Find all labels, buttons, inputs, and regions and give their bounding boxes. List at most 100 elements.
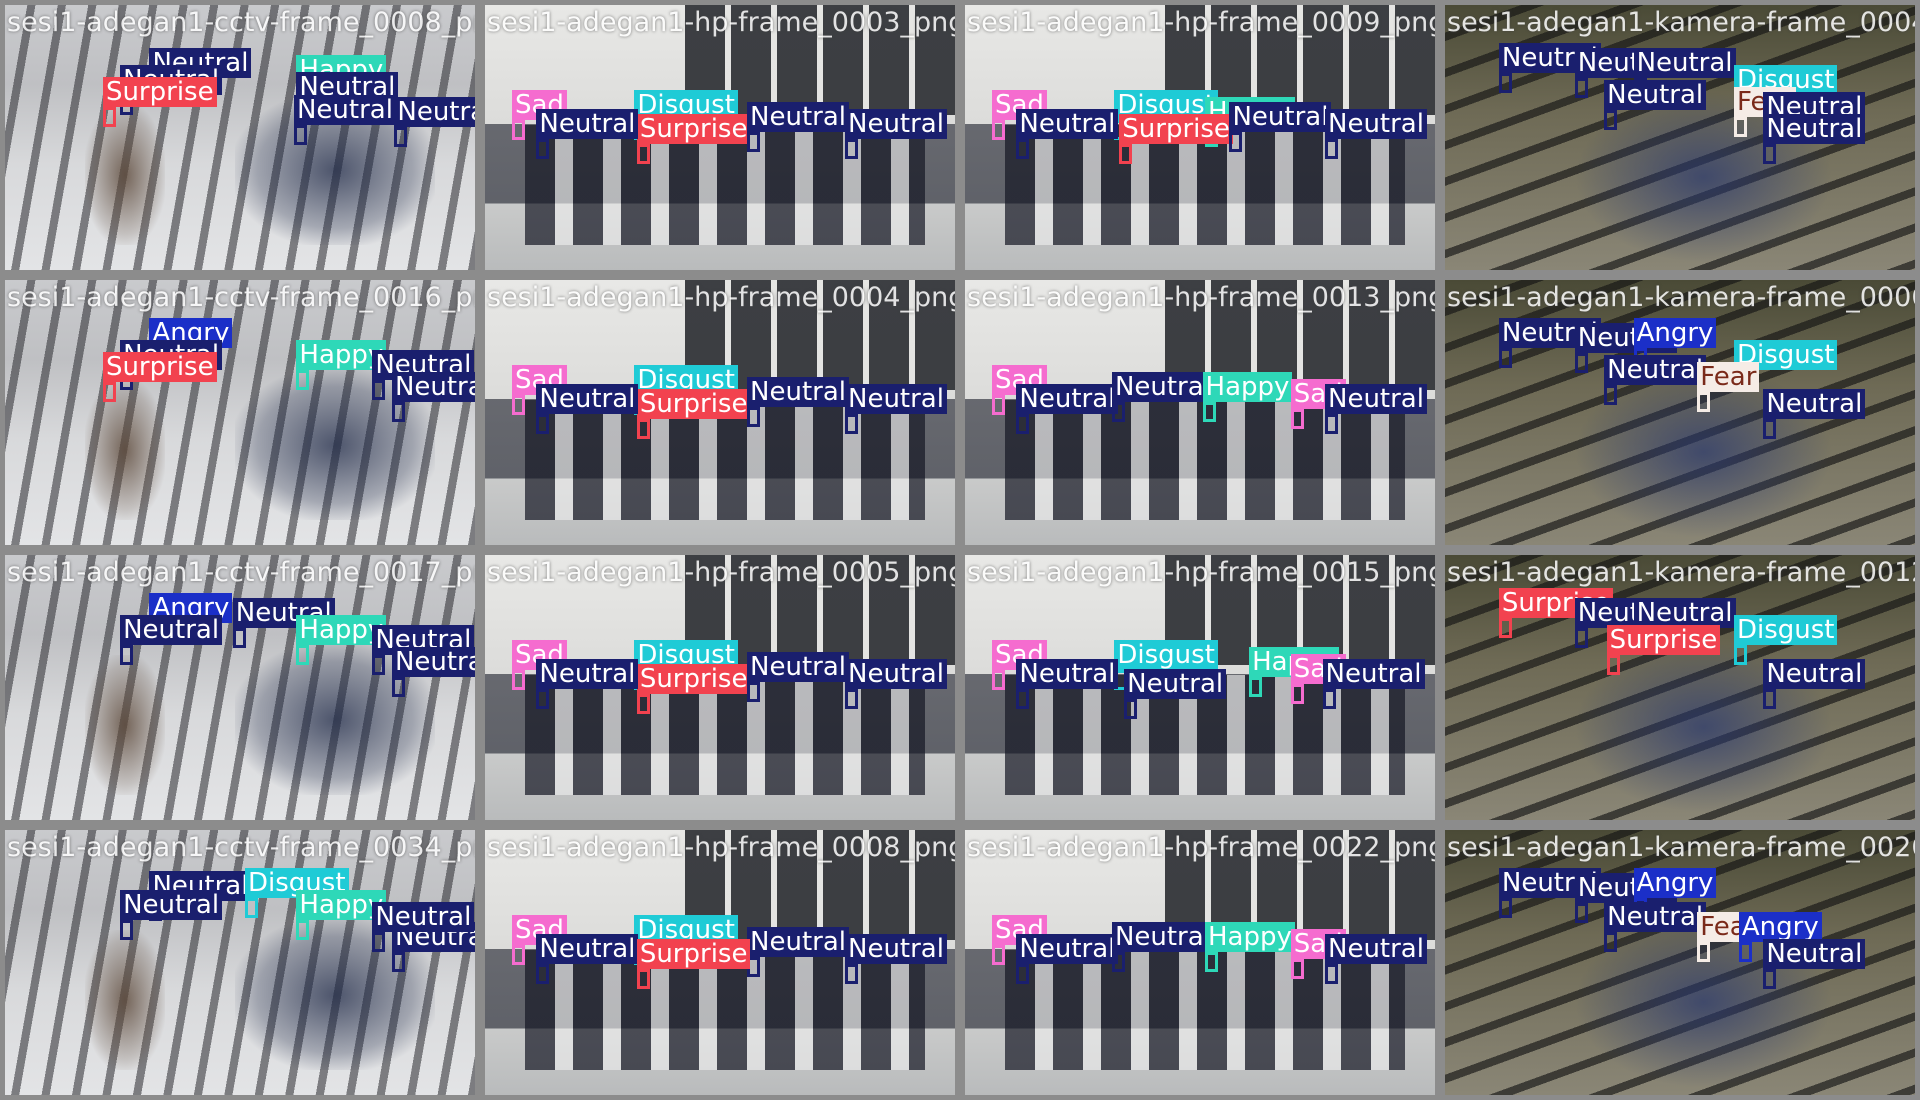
detection: Neutral	[747, 376, 849, 427]
detection: Neutral	[845, 659, 947, 710]
face-box	[1290, 959, 1304, 980]
face-box	[1604, 384, 1618, 405]
face-box	[102, 107, 116, 128]
face-box	[1763, 419, 1777, 440]
face-box	[1574, 627, 1588, 648]
image-tile: Sad Disgust Surprise Neutral Neutral Neutral s…	[480, 0, 960, 275]
detection: Neutral	[1016, 659, 1119, 710]
detection-label: Neutral	[845, 659, 947, 690]
detection: Surprise	[1606, 624, 1721, 675]
face-box	[296, 370, 310, 391]
face-box	[1606, 654, 1620, 675]
image-title: sesi1-adegan1-hp-frame_0003_png	[487, 7, 960, 38]
detection: Neutral	[1322, 659, 1425, 710]
detection: Disgust	[1114, 639, 1218, 690]
detection-label: Neutral	[120, 890, 223, 921]
detection: Neutral	[1111, 371, 1214, 422]
detection-label: Neutral	[1633, 47, 1736, 78]
detection: Neutral	[536, 109, 639, 160]
detection-label: Disgust	[1733, 340, 1838, 371]
face-box	[120, 645, 134, 666]
face-box	[1498, 348, 1512, 369]
face-box	[1763, 969, 1777, 990]
detection-label: Neutral	[1604, 79, 1707, 110]
detection: Neutral	[391, 646, 475, 697]
detection-label: Neutral	[1763, 114, 1866, 145]
face-box	[511, 944, 525, 965]
image-title: sesi1-adegan1-cctv-frame_0016_png	[7, 282, 480, 313]
detection: Angry	[1633, 868, 1717, 919]
face-box	[120, 920, 134, 941]
face-box	[845, 414, 858, 435]
detection: Happy	[1202, 371, 1293, 422]
image-tile: NeutralNeutralDisgustHappyNeutralNeutral…	[0, 825, 480, 1100]
detection: Neutral	[1763, 114, 1866, 165]
face-box	[845, 689, 858, 710]
detection-label: Neutral	[1604, 902, 1707, 933]
face-box	[1016, 689, 1030, 710]
detection-label: Neutral	[1229, 101, 1332, 132]
face-box	[1202, 401, 1216, 422]
detection: Neutral	[1604, 354, 1707, 405]
face-box	[1325, 414, 1338, 435]
detection-label: Neutral	[120, 615, 223, 646]
face-box	[1498, 73, 1512, 94]
face-box	[296, 645, 310, 666]
face-box	[991, 669, 1005, 690]
detection-label: Neutral	[1633, 597, 1736, 628]
detection-label: Neutral	[845, 934, 947, 965]
detection-label: Neutral	[1325, 109, 1427, 140]
detection-label: Neutral	[747, 376, 849, 407]
image-title: sesi1-adegan1-cctv-frame_0034_png	[7, 832, 480, 863]
detection-label: Disgust	[1733, 615, 1838, 646]
face-box	[991, 394, 1005, 415]
face-box	[1574, 902, 1588, 923]
face-box	[636, 144, 650, 165]
face-box	[245, 898, 258, 919]
detection-label: Disgust	[1114, 639, 1218, 670]
detection-label: Neutral	[1325, 934, 1427, 965]
face-box	[391, 951, 405, 972]
image-tile: Sad Disgust Surprise Neutral Neutral Neutral s…	[480, 550, 960, 825]
detection: Neutral	[1325, 384, 1427, 435]
detection-label: Surprise	[102, 77, 217, 108]
detection: Happy	[296, 615, 387, 666]
detection-label: Surprise	[636, 939, 751, 970]
detection-label: Surprise	[636, 664, 751, 695]
face-box	[296, 920, 310, 941]
detection-label: Neutral	[536, 934, 639, 965]
face-box	[1697, 942, 1711, 963]
face-box	[102, 382, 116, 403]
detection: Neutral	[1111, 921, 1214, 972]
detection: Neutral	[747, 101, 849, 152]
image-title: sesi1-adegan1-hp-frame_0013_png	[967, 282, 1440, 313]
face-box	[1111, 401, 1125, 422]
photo	[5, 555, 475, 820]
detection-label: Neutral	[394, 96, 475, 127]
image-title: sesi1-adegan1-hp-frame_0022_png	[967, 832, 1440, 863]
face-box	[1763, 689, 1777, 710]
detection-label: Neutral	[1016, 384, 1119, 415]
face-box	[1205, 951, 1218, 972]
detection: Neutral	[747, 926, 849, 977]
detection-label: Neutral	[391, 371, 475, 402]
detection-label: Neutral	[536, 659, 639, 690]
detection-label: Neutral	[391, 646, 475, 677]
face-box	[1016, 139, 1030, 160]
image-title: sesi1-adegan1-hp-frame_0009_png	[967, 7, 1440, 38]
image-tile: Neutral Neutral Angry Disgust Neutral Fear Neu…	[1440, 275, 1920, 550]
detection-label: Angry	[1633, 868, 1717, 899]
face-box	[1498, 618, 1512, 639]
detection: Surprise	[1119, 114, 1233, 165]
detection: Neutral	[1633, 47, 1736, 98]
detection: Neutral	[845, 109, 947, 160]
face-box	[991, 944, 1005, 965]
detection: Neutral	[536, 659, 639, 710]
detection-label: Neutral	[1763, 659, 1866, 690]
detection-label: Happy	[296, 615, 387, 646]
face-box	[391, 676, 405, 697]
detection: Surprise	[636, 939, 751, 990]
face-box	[1119, 144, 1133, 165]
face-box	[636, 969, 650, 990]
detection: Disgust	[1733, 615, 1838, 666]
